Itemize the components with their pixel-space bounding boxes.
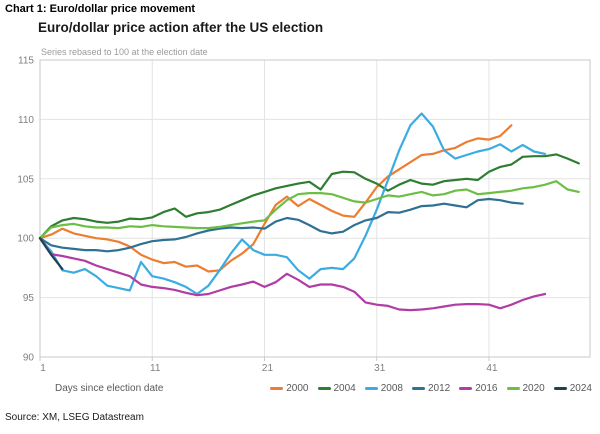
legend-label-2024: 2024 bbox=[569, 383, 592, 394]
series-line-2012 bbox=[38, 197, 524, 253]
legend-swatch-2008 bbox=[364, 387, 378, 390]
x-tick-label: 31 bbox=[374, 363, 386, 374]
legend-label-2000: 2000 bbox=[286, 383, 309, 394]
x-tick-label: 1 bbox=[40, 363, 46, 374]
series-line-2024 bbox=[38, 237, 64, 271]
y-tick-label: 95 bbox=[23, 293, 35, 304]
x-axis-label: Days since election date bbox=[55, 383, 164, 394]
legend-label-2004: 2004 bbox=[333, 383, 356, 394]
x-tick-label: 41 bbox=[486, 363, 498, 374]
legend-swatch-2024 bbox=[553, 387, 567, 390]
series-line-2008 bbox=[38, 112, 547, 296]
series-line-2020 bbox=[38, 180, 580, 240]
legend-label-2012: 2012 bbox=[428, 383, 451, 394]
legend-item-2016: 2016 bbox=[459, 383, 498, 394]
y-tick-label: 105 bbox=[17, 174, 34, 185]
chart-legend: 2000 2004 2008 2012 2016 2020 2024 bbox=[270, 383, 592, 394]
legend-item-2020: 2020 bbox=[506, 383, 545, 394]
chart-title: Euro/dollar price action after the US el… bbox=[38, 20, 324, 35]
series-line-2016 bbox=[38, 237, 547, 312]
legend-swatch-2004 bbox=[317, 387, 331, 390]
legend-swatch-2012 bbox=[412, 387, 425, 390]
plot-border bbox=[39, 59, 591, 358]
x-axis-row: Days since election date 2000 2004 2008 201… bbox=[0, 381, 600, 397]
legend-label-2016: 2016 bbox=[475, 383, 498, 394]
legend-swatch-2000 bbox=[270, 387, 284, 390]
chart-kicker: Chart 1: Euro/dollar price movement bbox=[5, 3, 196, 15]
legend-item-2004: 2004 bbox=[317, 383, 356, 394]
x-tick-label: 21 bbox=[262, 363, 274, 374]
y-tick-label: 100 bbox=[17, 234, 34, 245]
x-tick-label: 11 bbox=[150, 363, 161, 374]
legend-swatch-2016 bbox=[459, 387, 473, 390]
legend-item-2000: 2000 bbox=[270, 383, 309, 394]
legend-label-2020: 2020 bbox=[522, 383, 545, 394]
source-note: Source: XM, LSEG Datastream bbox=[5, 412, 144, 423]
legend-item-2008: 2008 bbox=[364, 383, 403, 394]
legend-item-2012: 2012 bbox=[412, 383, 450, 394]
legend-swatch-2020 bbox=[506, 387, 520, 390]
y-tick-label: 90 bbox=[23, 353, 35, 364]
series-line-2000 bbox=[38, 124, 513, 273]
legend-label-2008: 2008 bbox=[380, 383, 403, 394]
series-line-2004 bbox=[38, 153, 580, 240]
y-tick-label: 115 bbox=[18, 56, 34, 67]
y-tick-label: 110 bbox=[18, 115, 34, 126]
chart-subtitle: Series rebased to 100 at the election da… bbox=[41, 47, 208, 57]
legend-item-2024: 2024 bbox=[553, 383, 592, 394]
